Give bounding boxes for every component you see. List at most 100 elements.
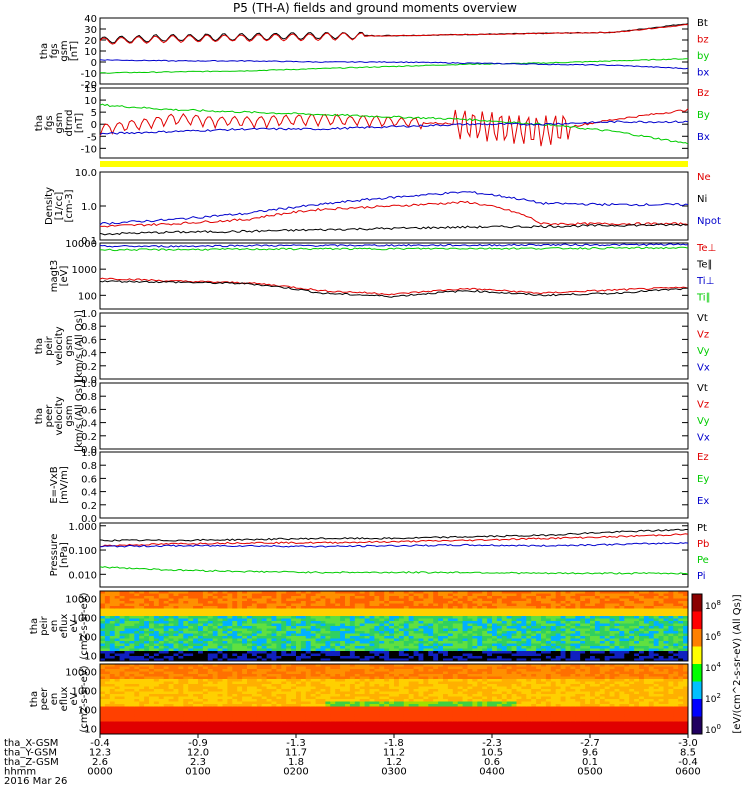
heatmap-cell bbox=[340, 626, 346, 629]
heatmap-cell bbox=[183, 636, 189, 639]
heatmap-cell bbox=[124, 631, 130, 634]
heatmap-cell bbox=[183, 603, 189, 607]
heatmap-cell bbox=[178, 714, 184, 717]
heatmap-cell bbox=[232, 591, 238, 594]
heatmap-cell bbox=[452, 656, 459, 659]
heatmap-cell bbox=[139, 618, 145, 622]
heatmap-cell bbox=[614, 623, 620, 627]
heatmap-cell bbox=[482, 601, 488, 604]
heatmap-cell bbox=[305, 641, 312, 644]
heatmap-cell bbox=[315, 636, 321, 639]
heatmap-cell bbox=[575, 656, 581, 659]
heatmap-cell bbox=[325, 618, 331, 622]
heatmap-cell bbox=[496, 653, 503, 657]
heatmap-cell bbox=[124, 656, 130, 659]
heatmap-cell bbox=[511, 638, 517, 642]
heatmap-cell bbox=[266, 711, 272, 715]
heatmap-cell bbox=[609, 596, 615, 599]
heatmap-cell bbox=[183, 681, 189, 685]
heatmap-cell bbox=[266, 699, 272, 702]
heatmap-cell bbox=[349, 596, 356, 599]
y-tick-label: 10000 bbox=[65, 668, 97, 679]
heatmap-cell bbox=[545, 621, 552, 624]
heatmap-cell bbox=[237, 646, 243, 649]
heatmap-cell bbox=[599, 648, 606, 652]
heatmap-cell bbox=[310, 636, 316, 639]
heatmap-cell bbox=[114, 638, 120, 642]
heatmap-cell bbox=[183, 643, 189, 647]
heatmap-cell bbox=[144, 651, 150, 654]
heatmap-cell bbox=[119, 641, 125, 644]
heatmap-cell bbox=[550, 646, 557, 649]
heatmap-cell bbox=[232, 648, 238, 652]
heatmap-cell bbox=[472, 596, 478, 599]
heatmap-cell bbox=[609, 598, 615, 602]
heatmap-cell bbox=[296, 596, 302, 599]
heatmap-cell bbox=[462, 643, 468, 647]
heatmap-cell bbox=[207, 643, 214, 647]
heatmap-cell bbox=[281, 611, 287, 614]
heatmap-cell bbox=[291, 636, 297, 639]
heatmap-cell bbox=[129, 711, 135, 715]
heatmap-cell bbox=[643, 656, 650, 659]
heatmap-cell bbox=[119, 706, 125, 710]
heatmap-cell bbox=[188, 653, 194, 657]
heatmap-cell bbox=[247, 611, 253, 614]
heatmap-cell bbox=[198, 664, 204, 667]
heatmap-cell bbox=[276, 691, 282, 695]
heatmap-cell bbox=[149, 726, 155, 730]
heatmap-cell bbox=[643, 628, 650, 632]
heatmap-cell bbox=[242, 643, 248, 647]
heatmap-cell bbox=[604, 641, 610, 644]
heatmap-cell bbox=[403, 613, 410, 617]
heatmap-cell bbox=[242, 628, 248, 632]
heatmap-cell bbox=[193, 676, 199, 680]
heatmap-cell bbox=[163, 596, 169, 599]
heatmap-cell bbox=[580, 596, 586, 599]
heatmap-cell bbox=[555, 616, 561, 619]
heatmap-cell bbox=[526, 618, 532, 622]
heatmap-cell bbox=[619, 646, 625, 649]
heatmap-cell bbox=[183, 613, 189, 617]
heatmap-cell bbox=[609, 658, 615, 662]
heatmap-cell bbox=[580, 613, 586, 617]
y-axis-label: gsm bbox=[54, 112, 65, 133]
heatmap-cell bbox=[472, 636, 478, 639]
heatmap-cell bbox=[580, 601, 586, 604]
heatmap-cell bbox=[570, 631, 576, 634]
heatmap-cell bbox=[104, 648, 111, 652]
heatmap-cell bbox=[340, 603, 346, 607]
heatmap-cell bbox=[629, 646, 635, 649]
heatmap-cell bbox=[124, 696, 130, 700]
heatmap-cell bbox=[149, 721, 155, 725]
heatmap-cell bbox=[129, 716, 135, 720]
heatmap-cell bbox=[320, 716, 326, 720]
heatmap-cell bbox=[271, 684, 277, 687]
heatmap-cell bbox=[639, 646, 645, 649]
heatmap-cell bbox=[413, 598, 419, 602]
heatmap-cell bbox=[487, 656, 493, 659]
heatmap-cell bbox=[266, 613, 272, 617]
heatmap-cell bbox=[198, 686, 204, 690]
heatmap-cell bbox=[438, 621, 444, 624]
heatmap-cell bbox=[300, 656, 307, 659]
heatmap-cell bbox=[575, 633, 581, 637]
heatmap-cell bbox=[173, 638, 179, 642]
heatmap-cell bbox=[462, 623, 468, 627]
legend-ni: Ni bbox=[697, 194, 707, 205]
heatmap-cell bbox=[643, 601, 650, 604]
heatmap-cell bbox=[315, 621, 321, 624]
heatmap-cell bbox=[501, 653, 508, 657]
heatmap-cell bbox=[349, 616, 356, 619]
heatmap-cell bbox=[570, 618, 576, 622]
heatmap-cell bbox=[614, 658, 620, 662]
heatmap-cell bbox=[163, 611, 169, 614]
heatmap-cell bbox=[144, 638, 150, 642]
heatmap-cell bbox=[614, 591, 620, 594]
heatmap-cell bbox=[482, 608, 488, 612]
heatmap-cell bbox=[423, 658, 429, 662]
heatmap-cell bbox=[438, 646, 444, 649]
heatmap-cell bbox=[163, 701, 169, 705]
heatmap-cell bbox=[536, 611, 542, 614]
heatmap-cell bbox=[109, 711, 116, 715]
